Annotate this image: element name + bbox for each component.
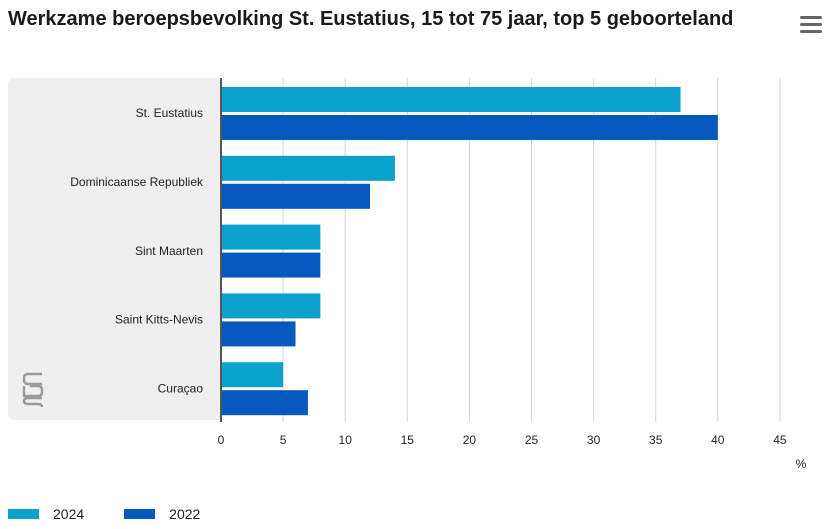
bar-2024[interactable] <box>222 224 321 250</box>
x-tick-label: 10 <box>339 433 353 447</box>
legend-swatch-2024 <box>8 509 39 519</box>
bar-2024[interactable] <box>222 362 284 388</box>
chart-title: Werkzame beroepsbevolking St. Eustatius,… <box>8 8 734 30</box>
bar-2022[interactable] <box>222 183 371 209</box>
bar-chart: 0 5 10 15 20 25 30 35 40 45 St. Eustatius Dominicaa… <box>70 78 807 471</box>
x-tick-label: 45 <box>773 433 787 447</box>
legend-label-2024: 2024 <box>53 506 85 522</box>
category-label: Saint Kitts-Nevis <box>115 313 203 327</box>
x-tick-label: 25 <box>525 433 539 447</box>
category-label: St. Eustatius <box>136 106 203 120</box>
bar-2022[interactable] <box>222 390 308 416</box>
cbs-logo-icon <box>22 372 44 408</box>
legend-item-2024[interactable]: 2024 <box>8 506 84 522</box>
x-tick-label: 0 <box>218 433 225 447</box>
bar-2022[interactable] <box>222 321 296 347</box>
category-label-panel <box>8 78 220 420</box>
x-tick-label: 20 <box>463 433 477 447</box>
bar-2024[interactable] <box>222 293 321 319</box>
x-tick-label: 5 <box>280 433 287 447</box>
legend: 2024 2022 <box>8 506 200 522</box>
x-axis-unit-label: % <box>796 457 807 471</box>
category-label: Sint Maarten <box>135 244 203 258</box>
category-label: Curaçao <box>158 381 204 395</box>
legend-item-2022[interactable]: 2022 <box>124 506 200 522</box>
hamburger-menu-icon[interactable] <box>800 16 822 34</box>
bar-2022[interactable] <box>222 252 321 278</box>
x-tick-label: 30 <box>587 433 601 447</box>
category-label: Dominicaanse Republiek <box>70 175 204 189</box>
x-tick-label: 40 <box>711 433 725 447</box>
legend-label-2022: 2022 <box>169 506 201 522</box>
bar-2024[interactable] <box>222 87 681 112</box>
x-tick-label: 35 <box>649 433 663 447</box>
legend-swatch-2022 <box>124 509 156 519</box>
bar-2024[interactable] <box>222 155 395 181</box>
bar-2022[interactable] <box>222 115 718 140</box>
x-tick-label: 15 <box>401 433 415 447</box>
